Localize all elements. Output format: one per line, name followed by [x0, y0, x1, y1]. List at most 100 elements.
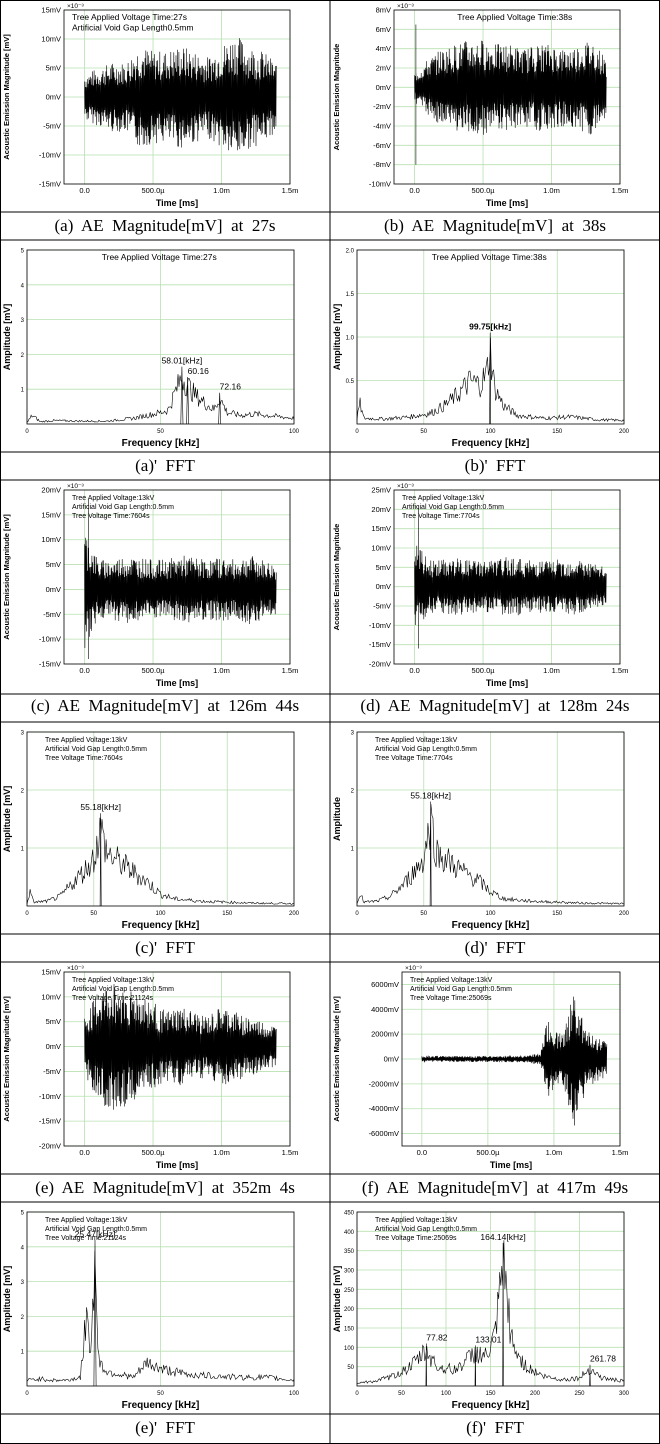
- x-tick-label: 200: [619, 429, 630, 435]
- y-tick-label: 0mV: [376, 582, 391, 591]
- x-tick-label: 1.0m: [213, 186, 230, 195]
- x-tick-label: 200: [530, 1391, 541, 1397]
- y-tick-label: 350: [344, 1249, 355, 1255]
- y-tick-label: 150: [344, 1327, 355, 1333]
- x-tick-label: 1.5m: [612, 186, 629, 195]
- figure-caption-e: (e) AE Magnitude[mV] at 352m 4s: [35, 1178, 295, 1197]
- y-tick-label: 15mV: [371, 524, 391, 533]
- chart-c2: 0 50 100 150 200 1 2 3 Frequency [kHz] Amplitude …: [2, 731, 300, 932]
- y-tick-label: -10mV: [39, 1092, 61, 1101]
- plot-frame: [356, 1211, 625, 1387]
- x-tick-label: 50: [420, 911, 427, 917]
- y-tick-label: -6mV: [373, 141, 391, 150]
- peak-label: 99.75[kHz]: [469, 322, 511, 332]
- y-tick-label: -2000mV: [369, 1079, 399, 1088]
- y-tick-label: 1.5: [346, 292, 355, 298]
- x-tick-label: 150: [552, 429, 563, 435]
- y-tick-label: 10mV: [371, 544, 391, 553]
- y-axis-label: Amplitude [mV]: [2, 304, 12, 371]
- y-axis-label: Acoustic Emission Magnitude [mV]: [2, 514, 11, 640]
- annotation-text: Artificial Void Gap Length:0.5mm: [375, 746, 477, 753]
- x-tick-label: 1.5m: [282, 186, 299, 195]
- y-tick-label: 6mV: [376, 25, 391, 34]
- figure-caption-d2: (d)' FFT: [464, 938, 526, 957]
- y-tick-label: 4: [21, 1245, 25, 1251]
- series-line: [421, 996, 608, 1126]
- y-tick-label: 2: [351, 789, 355, 795]
- annotation-text: Artificial Void Gap Length:0.5mm: [72, 504, 174, 511]
- chart-a: 0.0 500.0µ 1.0m 1.5m -15mV -10mV -5mV 0mV 5mV 10m…: [2, 3, 299, 208]
- peak-label: 261.78: [590, 1354, 616, 1364]
- plot-frame: [26, 249, 295, 425]
- x-tick-label: 500.0µ: [141, 666, 165, 675]
- y-tick-label: -5mV: [43, 122, 61, 131]
- y-tick-label: 5mV: [376, 563, 391, 572]
- x-tick-label: 500.0µ: [471, 666, 495, 675]
- y-tick-label: 200: [344, 1307, 355, 1313]
- x-tick-label: 0.0: [417, 1148, 427, 1157]
- x-tick-label: 100: [485, 911, 496, 917]
- series-line: [84, 499, 277, 659]
- x-tick-label: 500.0µ: [141, 1148, 165, 1157]
- y-tick-label: 3: [351, 731, 355, 737]
- annotation-text: Tree Voltage Time:21124s: [45, 1235, 126, 1242]
- y-tick-label: -15mV: [39, 1117, 61, 1126]
- annotation-text: Tree Applied Voltage Time:38s: [457, 12, 572, 22]
- x-axis-label: Frequency [kHz]: [122, 1400, 200, 1411]
- x-tick-label: 0: [355, 1391, 359, 1397]
- y-tick-label: 5mV: [46, 64, 61, 73]
- annotation-text: Tree Voltage Time:7704s: [402, 513, 480, 520]
- y-axis-label: Acoustic Emission Magnitude [mV]: [332, 996, 341, 1122]
- x-tick-label: 500.0µ: [476, 1148, 500, 1157]
- x-tick-label: 0.0: [79, 186, 89, 195]
- y-tick-label: 50: [347, 1365, 354, 1371]
- annotation-text: Tree Voltage Time:25069s: [410, 995, 492, 1002]
- y-tick-label: 1: [21, 388, 25, 394]
- series-line: [84, 984, 277, 1110]
- chart-a2: 0 50 100 1 2 3 4 5 Frequency [kHz] Amplitude [mV]…: [2, 249, 300, 450]
- annotation-text: Tree Voltage Time:7604s: [45, 755, 123, 762]
- figure-caption-a2: (a)' FFT: [135, 456, 195, 475]
- y-tick-label: -10mV: [39, 151, 61, 160]
- axis-exponent: ×10⁻³: [405, 965, 422, 972]
- x-tick-label: 500.0µ: [471, 186, 495, 195]
- y-tick-label: 2.0: [346, 249, 355, 255]
- y-axis-label: Amplitude [mV]: [2, 1266, 12, 1333]
- x-tick-label: 1.0m: [213, 666, 230, 675]
- x-tick-label: 100: [289, 429, 300, 435]
- x-tick-label: 250: [574, 1391, 585, 1397]
- peak-label: 133.01: [475, 1334, 501, 1344]
- y-tick-label: 20mV: [371, 505, 391, 514]
- y-tick-label: 450: [344, 1211, 355, 1217]
- annotation-text: Artificial Void Gap Length:0.5mm: [402, 504, 504, 511]
- x-axis-label: Frequency [kHz]: [452, 920, 530, 931]
- y-tick-label: 3: [21, 318, 25, 324]
- axis-exponent: ×10⁻³: [67, 3, 84, 10]
- x-tick-label: 100: [485, 429, 496, 435]
- annotation-text: Tree Applied Voltage:13kV: [72, 495, 155, 502]
- peak-label: 25.47[kHz]: [75, 1229, 116, 1239]
- annotation-text: Tree Applied Voltage:13kV: [375, 1217, 458, 1224]
- y-tick-label: 25mV: [371, 486, 391, 495]
- x-tick-label: 0.0: [79, 666, 89, 675]
- x-tick-label: 100: [289, 1391, 300, 1397]
- x-tick-label: 150: [552, 911, 563, 917]
- x-tick-label: 0.0: [409, 186, 419, 195]
- x-axis-label: Frequency [kHz]: [122, 920, 200, 931]
- annotation-text: Tree Applied Voltage Time:27s: [72, 12, 187, 22]
- x-tick-label: 0: [355, 429, 359, 435]
- x-axis-label: Time [ms]: [490, 1160, 532, 1170]
- annotation-text: Artificial Void Gap Length:0.5mm: [72, 986, 174, 993]
- annotation-text: Tree Applied Voltage:13kV: [45, 737, 128, 744]
- y-tick-label: 4: [21, 283, 25, 289]
- y-tick-label: 2mV: [376, 64, 391, 73]
- annotation-text: Artificial Void Gap Length0.5mm: [72, 23, 193, 33]
- annotation-text: Artificial Void Gap Length:0.5mm: [410, 986, 512, 993]
- peak-label: 55.18[kHz]: [80, 802, 121, 812]
- x-axis-label: Time [ms]: [156, 198, 198, 208]
- x-tick-label: 50: [90, 911, 97, 917]
- annotation-text: Artificial Void Gap Length:0.5mm: [45, 1226, 147, 1233]
- y-tick-label: 0mV: [46, 1042, 61, 1051]
- series-line: [356, 801, 625, 907]
- y-tick-label: -6000mV: [369, 1129, 399, 1138]
